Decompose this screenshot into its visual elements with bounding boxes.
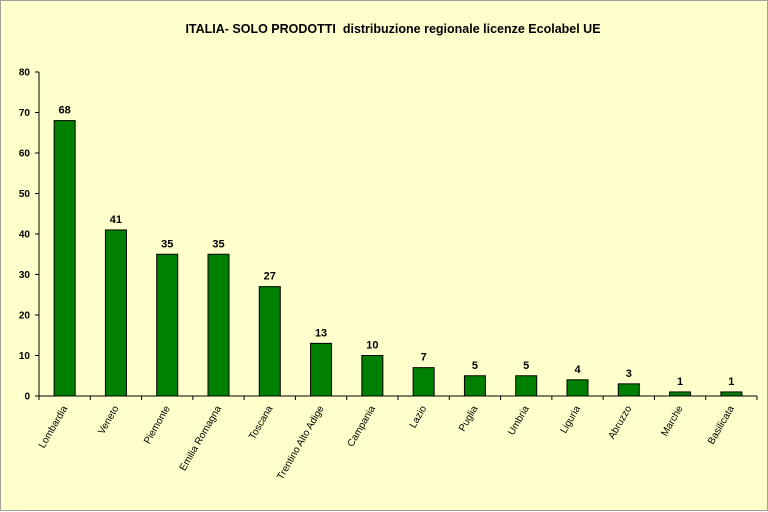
data-label: 35 <box>212 238 224 250</box>
data-label: 7 <box>421 352 427 364</box>
y-tick-label: 10 <box>19 351 31 362</box>
x-axis-ticks <box>38 396 758 400</box>
x-tick-label: Liguria <box>559 404 584 436</box>
x-tick-label: Campania <box>346 404 379 449</box>
bars <box>53 120 743 397</box>
bar-campania <box>361 355 384 397</box>
bar-lombardia <box>53 120 76 397</box>
data-label: 4 <box>574 364 581 376</box>
bar-lazio <box>412 367 435 397</box>
bar-piemonte <box>156 253 179 397</box>
y-tick-label: 0 <box>24 392 30 403</box>
bar-abruzzo <box>617 383 640 397</box>
x-tick-label: Veneto <box>96 404 121 437</box>
y-tick-label: 30 <box>19 270 31 281</box>
y-tick-label: 80 <box>19 68 31 79</box>
y-axis-ticks <box>35 71 39 397</box>
data-label: 13 <box>315 327 327 339</box>
chart-title: ITALIA- SOLO PRODOTTI distribuzione regi… <box>185 22 600 36</box>
data-label: 41 <box>110 214 122 226</box>
x-tick-label: Lombardia <box>37 404 70 451</box>
data-label: 27 <box>264 271 276 283</box>
x-tick-label: Piemonte <box>142 404 173 446</box>
y-tick-label: 50 <box>19 189 31 200</box>
x-tick-label: Marche <box>659 404 685 439</box>
bar-puglia <box>463 375 486 397</box>
y-tick-labels: 0 10 20 30 40 50 60 70 80 <box>19 68 31 403</box>
data-label: 3 <box>626 368 632 380</box>
x-tick-label: Lazio <box>408 404 430 431</box>
data-label: 1 <box>728 376 734 388</box>
y-tick-label: 70 <box>19 108 31 119</box>
x-tick-label: Basilicata <box>706 404 737 447</box>
data-label: 10 <box>366 340 378 352</box>
y-tick-label: 60 <box>19 149 31 160</box>
data-label: 5 <box>472 360 478 372</box>
bar-veneto <box>104 229 127 397</box>
data-label: 35 <box>161 238 173 250</box>
x-tick-label: Abruzzo <box>607 404 635 442</box>
data-labels: 68 41 35 35 27 13 10 7 5 5 4 3 1 1 <box>59 105 735 388</box>
bar-toscana <box>258 286 281 397</box>
x-tick-label: Puglia <box>457 404 481 434</box>
data-label: 5 <box>523 360 529 372</box>
bar-marche <box>669 391 692 397</box>
bar-basilicata <box>720 391 743 397</box>
x-tick-label: Emilia Romagna <box>178 404 224 473</box>
bar-liguria <box>566 379 589 397</box>
bar-umbria <box>515 375 538 397</box>
bar-emilia-romagna <box>207 253 230 397</box>
data-label: 68 <box>59 105 71 117</box>
bar-trentino-alto-adige <box>310 342 333 397</box>
x-tick-labels: Lombardia Veneto Piemonte Emilia Romagna Tos… <box>37 404 737 482</box>
x-tick-label: Umbria <box>506 404 532 438</box>
y-tick-label: 40 <box>19 230 31 241</box>
x-tick-label: Trentino Alto Adige <box>275 404 327 482</box>
data-label: 1 <box>677 376 683 388</box>
y-tick-label: 20 <box>19 311 31 322</box>
x-tick-label: Toscana <box>247 404 275 442</box>
